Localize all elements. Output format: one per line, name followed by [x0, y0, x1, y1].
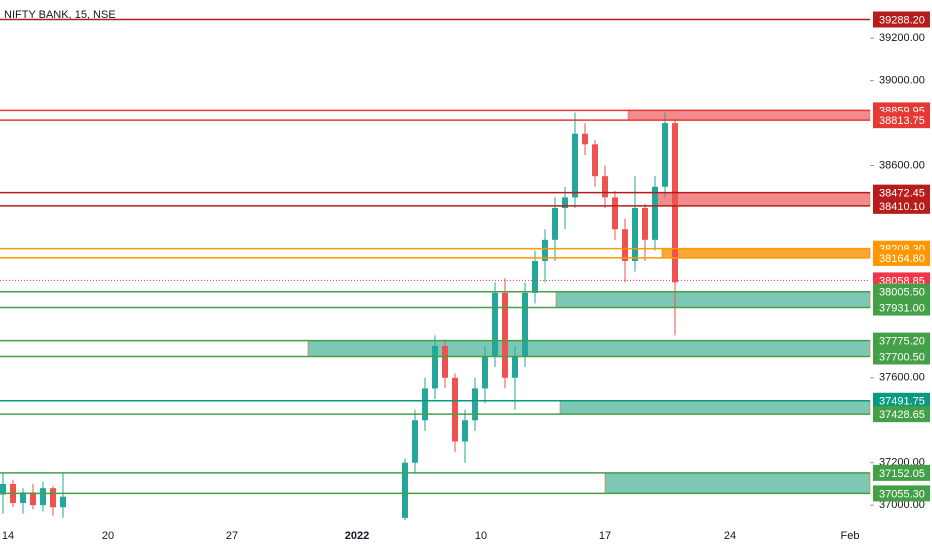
- level-label: 37428.65: [879, 409, 925, 421]
- level-label: 37700.50: [879, 351, 925, 363]
- candle-body: [30, 492, 36, 506]
- zone: [661, 248, 871, 259]
- candle-body: [482, 356, 488, 389]
- zone: [307, 340, 871, 357]
- candle-body: [632, 208, 638, 262]
- level-label-box: [873, 348, 930, 365]
- level-label-box: [873, 184, 930, 201]
- level-label-box: [873, 197, 930, 214]
- chart-title: NIFTY BANK, 15, NSE: [4, 9, 116, 21]
- candle-body: [582, 133, 588, 145]
- level-label-box: [873, 283, 930, 300]
- x-tick-label: 2022: [345, 530, 369, 542]
- candle-body: [50, 488, 56, 508]
- level-label-box: [873, 485, 930, 502]
- x-tick-label: 17: [599, 530, 611, 542]
- candle-body: [402, 462, 408, 518]
- candle-body: [602, 176, 608, 198]
- level-label-box: [873, 112, 930, 129]
- level-label: 37931.00: [879, 302, 925, 314]
- x-tick-label: Feb: [841, 530, 860, 542]
- candle-body: [412, 420, 418, 463]
- level-label: 38472.45: [879, 188, 925, 200]
- candle-body: [20, 492, 26, 504]
- x-tick-label: 24: [724, 530, 736, 542]
- zone: [604, 472, 871, 494]
- level-label-box: [873, 299, 930, 316]
- level-label: 38813.75: [879, 115, 925, 127]
- candle-body: [442, 345, 448, 378]
- zone: [559, 400, 871, 415]
- level-label: 37152.05: [879, 468, 925, 480]
- candle-body: [472, 388, 478, 421]
- x-tick-label: 14: [2, 530, 14, 542]
- candle-body: [502, 292, 508, 378]
- x-tick-label: 10: [475, 530, 487, 542]
- level-label: 37491.75: [879, 396, 925, 408]
- candle-body: [642, 208, 648, 240]
- candle-body: [612, 197, 618, 230]
- candle-body: [462, 420, 468, 442]
- candle-body: [522, 292, 528, 357]
- candle-body: [622, 229, 628, 262]
- level-label: 39288.20: [879, 14, 925, 26]
- level-label: 38005.50: [879, 287, 925, 299]
- level-label-box: [873, 11, 930, 28]
- candle-body: [492, 292, 498, 357]
- x-tick-label: 20: [102, 530, 114, 542]
- zone: [654, 192, 871, 207]
- zone: [627, 110, 871, 121]
- level-label-box: [873, 332, 930, 349]
- level-label-box: [873, 249, 930, 266]
- candle-body: [542, 239, 548, 262]
- candle-body: [552, 208, 558, 240]
- level-label-box: [873, 464, 930, 481]
- level-label-box: [873, 392, 930, 409]
- candle-body: [422, 388, 428, 421]
- level-label: 37775.20: [879, 336, 925, 348]
- candle-body: [672, 123, 678, 283]
- candle-body: [562, 197, 568, 208]
- candle-body: [512, 356, 518, 378]
- level-label: 38164.80: [879, 253, 925, 265]
- candle-body: [60, 496, 66, 508]
- candle-body: [40, 488, 46, 506]
- y-tick-label: 37600.00: [879, 372, 925, 384]
- candle-body: [532, 261, 538, 293]
- candle-body: [592, 144, 598, 177]
- candle-body: [652, 186, 658, 240]
- candle-body: [662, 123, 668, 187]
- level-label-box: [873, 406, 930, 423]
- candle-body: [452, 377, 458, 442]
- level-label: 38410.10: [879, 201, 925, 213]
- x-tick-label: 27: [226, 530, 238, 542]
- level-label: 37055.30: [879, 488, 925, 500]
- candle-body: [432, 345, 438, 389]
- y-tick-label: 37000.00: [879, 499, 925, 511]
- zone: [555, 291, 871, 308]
- y-tick-label: 39000.00: [879, 75, 925, 87]
- candle-body: [572, 133, 578, 198]
- y-tick-label: 39200.00: [879, 32, 925, 44]
- candle-body: [0, 483, 6, 495]
- y-tick-label: 38600.00: [879, 159, 925, 171]
